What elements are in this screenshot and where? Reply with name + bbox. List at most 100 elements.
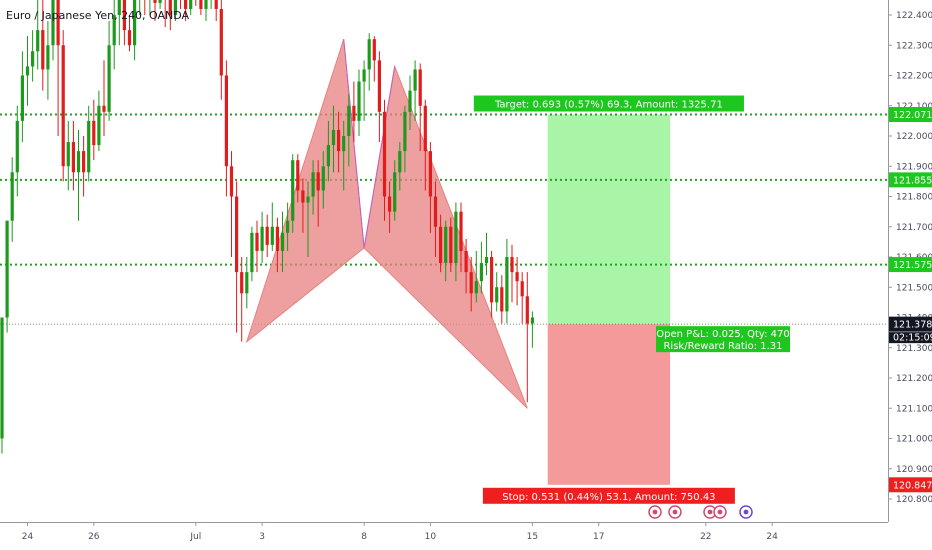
price-tick-label: 121.100 — [896, 404, 932, 414]
candle — [479, 241, 483, 294]
price-badge — [889, 107, 932, 123]
candle — [5, 220, 9, 333]
candle — [515, 257, 519, 306]
candle — [469, 257, 473, 312]
candle-body — [184, 0, 188, 9]
candle — [240, 257, 244, 342]
candle-body — [393, 172, 397, 212]
candle-body — [352, 105, 356, 121]
candle — [520, 272, 524, 324]
candle-body — [20, 75, 24, 121]
candle — [464, 238, 468, 294]
pnl-box-bg — [656, 326, 790, 353]
candle-body — [240, 272, 244, 294]
candle-body — [357, 81, 361, 121]
candle-body — [515, 272, 519, 282]
candle-body — [495, 287, 499, 303]
stop-label-text: Stop: 0.531 (0.44%) 53.1, Amount: 750.43 — [502, 492, 715, 503]
candle-body — [66, 142, 70, 167]
position-zones — [547, 114, 671, 485]
time-tick-label: 24 — [22, 532, 34, 542]
candle — [51, 0, 55, 61]
candle — [495, 272, 499, 312]
candle — [219, 0, 223, 100]
candle-body — [464, 250, 468, 273]
candles — [0, 0, 534, 454]
economic-event-icon — [668, 505, 682, 519]
price-axis[interactable]: 122.400 122.300 122.200 122.100 122.000 121.9… — [888, 0, 932, 550]
candle — [15, 105, 19, 197]
candle-body — [306, 196, 310, 203]
price-tick-label: 121.300 — [896, 344, 932, 354]
candle-body — [275, 226, 279, 251]
candle-body — [301, 190, 305, 203]
time-axis[interactable]: 24 26 Jul 3 8 10 15 17 22 24 — [0, 522, 932, 550]
candle — [454, 202, 458, 282]
price-tick-label: 122.000 — [896, 132, 932, 142]
candle-body — [311, 172, 315, 197]
candle-body — [449, 226, 453, 264]
target-label-bg — [473, 95, 744, 112]
candle — [423, 99, 427, 191]
candle-body — [505, 257, 509, 312]
event-icon-dot — [743, 509, 749, 515]
target-label-text: Target: 0.693 (0.57%) 69.3, Amount: 1325… — [494, 100, 723, 111]
price-badge — [889, 316, 932, 332]
candle-body — [469, 272, 473, 294]
candle-body — [46, 45, 50, 70]
time-tick-label: 15 — [527, 532, 538, 542]
event-icons[interactable] — [648, 505, 753, 519]
candle-body — [439, 226, 443, 264]
candle — [413, 60, 417, 121]
candle-body — [408, 90, 412, 112]
candle — [153, 0, 157, 22]
candle-body — [474, 281, 478, 294]
candle-body — [168, 0, 172, 16]
candle — [418, 63, 422, 152]
candle — [46, 21, 50, 100]
candle — [20, 51, 24, 143]
time-tick-label: 8 — [361, 532, 367, 542]
candle-body — [510, 257, 514, 273]
candle — [214, 0, 218, 22]
candle — [490, 250, 494, 318]
candle — [347, 93, 351, 167]
candle-body — [76, 151, 81, 173]
candle-body — [250, 232, 254, 273]
candle — [97, 90, 101, 152]
candle-body — [413, 69, 417, 91]
candle-body — [255, 232, 259, 251]
candle — [525, 272, 529, 403]
candle — [408, 75, 412, 130]
candle — [331, 105, 336, 173]
candle — [306, 181, 310, 257]
candle-body — [403, 111, 407, 152]
price-badge-label: 121.575 — [893, 260, 932, 271]
candle — [505, 238, 509, 324]
candle-body — [5, 220, 9, 318]
candle — [149, 0, 151, 15]
countdown-badge — [889, 332, 932, 344]
candle-body — [260, 226, 264, 251]
candle — [260, 211, 264, 264]
candle — [10, 157, 14, 242]
price-badge — [889, 257, 932, 273]
candle — [357, 69, 361, 136]
candle-body — [224, 75, 228, 167]
candle-body — [153, 0, 157, 3]
price-badge — [889, 477, 932, 493]
candle-body — [36, 30, 40, 52]
time-tick-label: 26 — [88, 532, 100, 542]
candle — [25, 36, 30, 106]
candle — [393, 160, 397, 221]
price-tick-label: 122.300 — [896, 41, 932, 51]
price-tick-label: 120.900 — [896, 465, 932, 475]
event-icon-dot — [717, 509, 723, 515]
candle-body — [316, 172, 320, 191]
candle-body — [525, 296, 529, 324]
candle — [286, 202, 290, 251]
pattern-triangle-xab — [245, 39, 365, 344]
candle-body — [10, 172, 14, 221]
event-icon-dot — [707, 509, 713, 515]
